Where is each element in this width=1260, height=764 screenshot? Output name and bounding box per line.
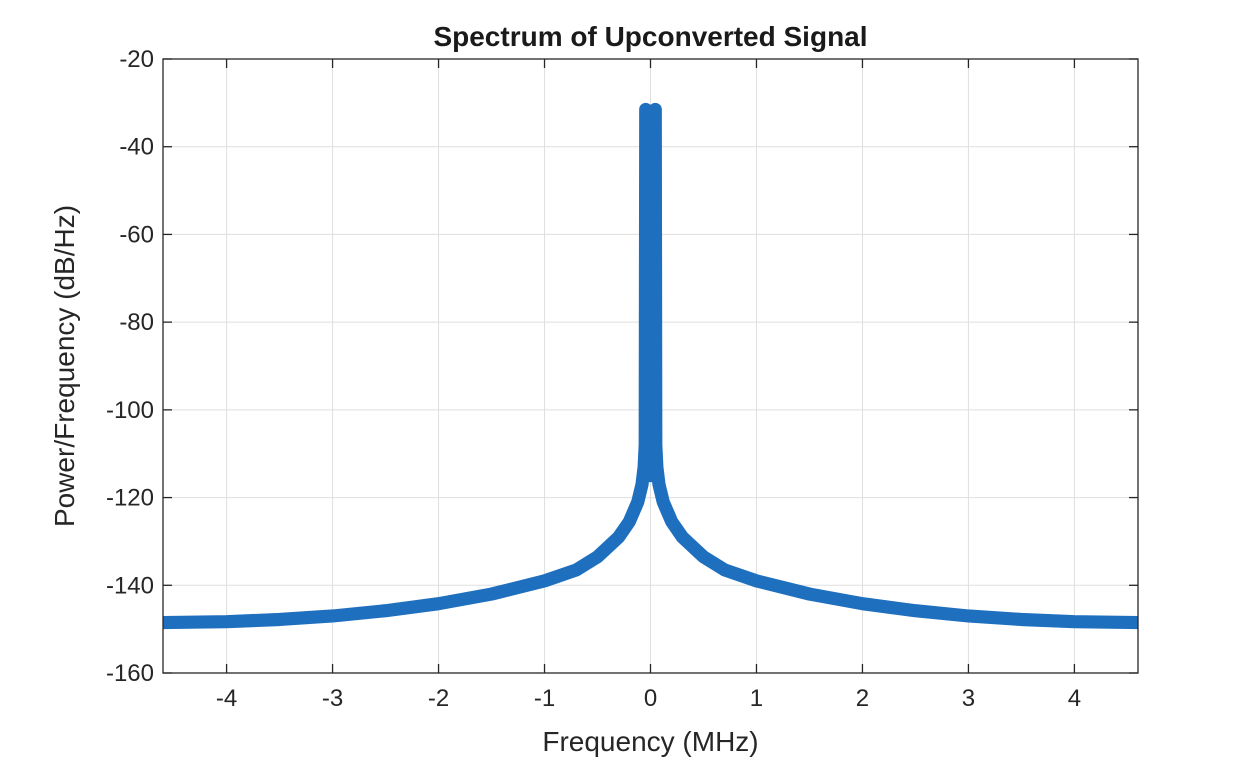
y-axis-label: Power/Frequency (dB/Hz): [49, 205, 80, 527]
y-tick-label: -120: [106, 485, 154, 512]
y-tick-label: -140: [106, 572, 154, 599]
x-tick-label: -2: [428, 685, 449, 712]
x-tick-label: 0: [644, 685, 657, 712]
ticks-layer: -4 -3 -2 -1 0 1 2 3 4 -20 -40 -60 -80 -100 -120 -140 -16…: [106, 46, 1138, 712]
x-tick-label: -3: [322, 685, 343, 712]
y-tick-label: -60: [119, 221, 154, 248]
y-tick-label: -40: [119, 134, 154, 161]
x-tick-label: 3: [962, 685, 975, 712]
spectrum-line: [162, 109, 1139, 624]
x-tick-label: 4: [1068, 685, 1081, 712]
x-tick-label: 2: [856, 685, 869, 712]
x-tick-label: -4: [216, 685, 237, 712]
y-tick-label: -80: [119, 309, 154, 336]
x-axis-label: Frequency (MHz): [542, 726, 758, 757]
chart-title: Spectrum of Upconverted Signal: [433, 21, 867, 52]
y-tick-label: -160: [106, 660, 154, 687]
x-tick-label: -1: [534, 685, 555, 712]
y-tick-label: -100: [106, 397, 154, 424]
x-tick-label: 1: [750, 685, 763, 712]
y-tick-label: -20: [119, 46, 154, 73]
series-layer: [162, 102, 1139, 630]
